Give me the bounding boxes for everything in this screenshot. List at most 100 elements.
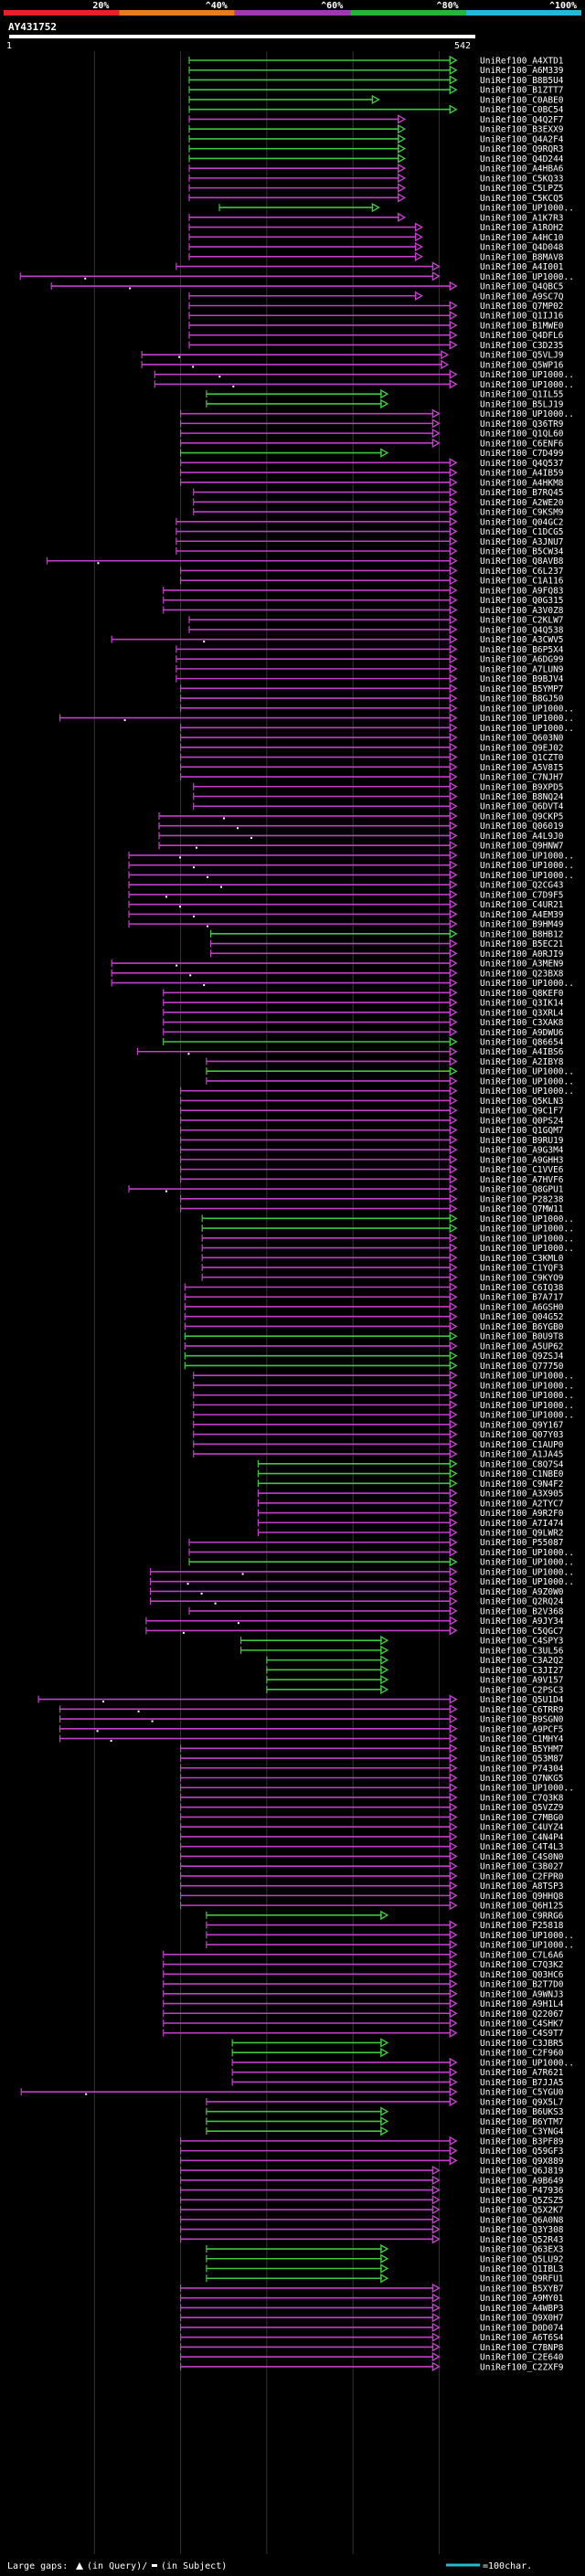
- hit-row: UniRef100_Q6A0N8: [179, 2214, 564, 2225]
- hit-row: UniRef100_C0ABE0: [188, 94, 564, 105]
- hit-label: UniRef100_C5KQ33: [480, 174, 564, 184]
- hit-row: UniRef100_Q4Q2F7: [188, 114, 564, 125]
- hit-row: UniRef100_A1ROH2: [188, 222, 564, 233]
- hit-arrowhead: [449, 978, 458, 988]
- hit-row: UniRef100_Q9Y167: [193, 1419, 564, 1430]
- hit-arrowhead: [449, 1036, 458, 1047]
- hit-label: UniRef100_B7JJA5: [480, 2078, 564, 2088]
- gap-marker: [214, 1602, 217, 1605]
- hit-label: UniRef100_Q36TR9: [480, 419, 564, 429]
- hit-label: UniRef100_B5YHM7: [480, 1744, 564, 1754]
- hit-arrowhead: [449, 75, 458, 85]
- hit-row: UniRef100_Q9EJ02: [179, 742, 564, 753]
- hit-row: UniRef100_C4UR21: [128, 899, 564, 910]
- hit-arrowhead: [380, 2125, 389, 2136]
- hit-label: UniRef100_Q1QL60: [480, 429, 564, 440]
- hit-row: UniRef100_A1K7R3: [188, 212, 564, 223]
- hit-row: UniRef100_C1DCG5: [176, 526, 564, 537]
- hit-arrowhead: [449, 1930, 458, 1940]
- hit-row: UniRef100_C4S9T7: [163, 2028, 564, 2039]
- hit-arrowhead: [449, 1183, 458, 1194]
- hit-label: UniRef100_A9R2F0: [480, 1509, 564, 1519]
- hit-arrowhead: [449, 1792, 458, 1803]
- hit-arrowhead: [431, 261, 441, 271]
- hit-label: UniRef100_A3V0Z8: [480, 606, 564, 616]
- hit-row: UniRef100_A7R621: [231, 2067, 564, 2078]
- hit-row: UniRef100_Q5VZZ9: [179, 1802, 564, 1813]
- gap-marker: [187, 1053, 190, 1055]
- hit-row: UniRef100_Q9CKP5: [158, 811, 564, 822]
- hit-arrowhead: [431, 2185, 441, 2195]
- hit-label: UniRef100_Q5VZZ9: [480, 1803, 564, 1813]
- hit-arrowhead: [449, 2156, 458, 2166]
- hit-arrowhead: [449, 566, 458, 576]
- hit-label: UniRef100_B6P5X4: [480, 645, 564, 655]
- gap-marker: [232, 385, 235, 387]
- hit-arrowhead: [449, 1851, 458, 1861]
- hit-label: UniRef100_Q6A0N8: [480, 2215, 564, 2225]
- hit-row: UniRef100_A4HKM8: [179, 477, 564, 488]
- hit-label: UniRef100_UP1000..: [480, 1548, 574, 1558]
- hit-label: UniRef100_B5XYB7: [480, 2284, 564, 2294]
- hit-row: UniRef100_UP1000..: [201, 1233, 574, 1244]
- hit-label: UniRef100_B9RU19: [480, 1136, 564, 1146]
- gap-marker: [200, 1592, 203, 1595]
- hit-label: UniRef100_A7R621: [480, 2068, 564, 2078]
- hit-row: UniRef100_B1MWE0: [188, 320, 564, 331]
- hit-label: UniRef100_A6T6S4: [480, 2333, 564, 2343]
- hit-label: UniRef100_Q07Y03: [480, 1430, 564, 1440]
- hit-arrowhead: [449, 1439, 458, 1449]
- hit-arrowhead: [449, 1566, 458, 1577]
- hit-label: UniRef100_C5QGC7: [480, 1627, 564, 1637]
- hit-arrowhead: [449, 369, 458, 379]
- hit-row: UniRef100_UP1000..: [179, 408, 574, 419]
- hit-label: UniRef100_UP1000..: [480, 380, 574, 390]
- hit-row: UniRef100_UP1000..: [193, 1370, 574, 1382]
- hit-label: UniRef100_C7BNP8: [480, 2343, 564, 2353]
- hit-row: UniRef100_UP1000..: [111, 978, 574, 989]
- hit-arrowhead: [449, 546, 458, 557]
- hit-arrowhead: [449, 762, 458, 772]
- hit-row: UniRef100_A5V8I5: [179, 762, 564, 773]
- hit-arrowhead: [449, 1606, 458, 1617]
- hit-arrowhead: [414, 232, 423, 242]
- hit-arrowhead: [414, 251, 423, 262]
- hit-row: UniRef100_A9R2F0: [257, 1508, 564, 1519]
- hit-arrowhead: [449, 1214, 458, 1224]
- hit-arrowhead: [449, 1086, 458, 1096]
- hit-arrowhead: [441, 359, 450, 370]
- hit-arrowhead: [449, 1939, 458, 1950]
- hit-arrowhead: [449, 1233, 458, 1244]
- hit-row: UniRef100_Q5X2K7: [179, 2204, 564, 2216]
- hit-row: UniRef100_C7BNP8: [179, 2342, 564, 2353]
- hit-row: UniRef100_C4N4P4: [179, 1831, 564, 1842]
- hit-arrowhead: [449, 1744, 458, 1754]
- hit-row: UniRef100_A2WE20: [193, 497, 564, 508]
- hit-arrowhead: [449, 1448, 458, 1459]
- hit-row: UniRef100_C3XAK8: [163, 1017, 564, 1028]
- hit-label: UniRef100_C3A2Q2: [480, 1656, 564, 1666]
- hit-row: UniRef100_Q1IBL3: [206, 2263, 564, 2274]
- hit-label: UniRef100_B6YTM7: [480, 2117, 564, 2127]
- legend-scale-text: =100char.: [483, 2561, 532, 2571]
- hit-row: UniRef100_UP1000..: [201, 1243, 574, 1254]
- gap-marker: [182, 1631, 185, 1634]
- hit-arrowhead: [397, 114, 407, 124]
- hit-label: UniRef100_UP1000..: [480, 1558, 574, 1568]
- hit-row: UniRef100_Q03HC6: [163, 1969, 564, 1980]
- hit-label: UniRef100_A9MY01: [480, 2294, 564, 2304]
- hit-row: UniRef100_Q6H125: [179, 1900, 564, 1912]
- hit-arrowhead: [380, 1655, 389, 1665]
- gap-marker: [203, 984, 206, 987]
- hit-arrowhead: [380, 1684, 389, 1695]
- hit-row: UniRef100_P28238: [179, 1193, 564, 1204]
- hit-label: UniRef100_UP1000..: [480, 714, 574, 724]
- hit-arrowhead: [449, 1900, 458, 1911]
- hit-arrowhead: [380, 2048, 389, 2058]
- hit-label: UniRef100_Q1IL55: [480, 390, 564, 400]
- hit-label: UniRef100_C3KML0: [480, 1254, 564, 1264]
- hit-arrowhead: [449, 2009, 458, 2019]
- hit-arrowhead: [449, 2067, 458, 2077]
- hit-arrowhead: [449, 1321, 458, 1331]
- hit-row: UniRef100_C2KLW7: [188, 614, 564, 626]
